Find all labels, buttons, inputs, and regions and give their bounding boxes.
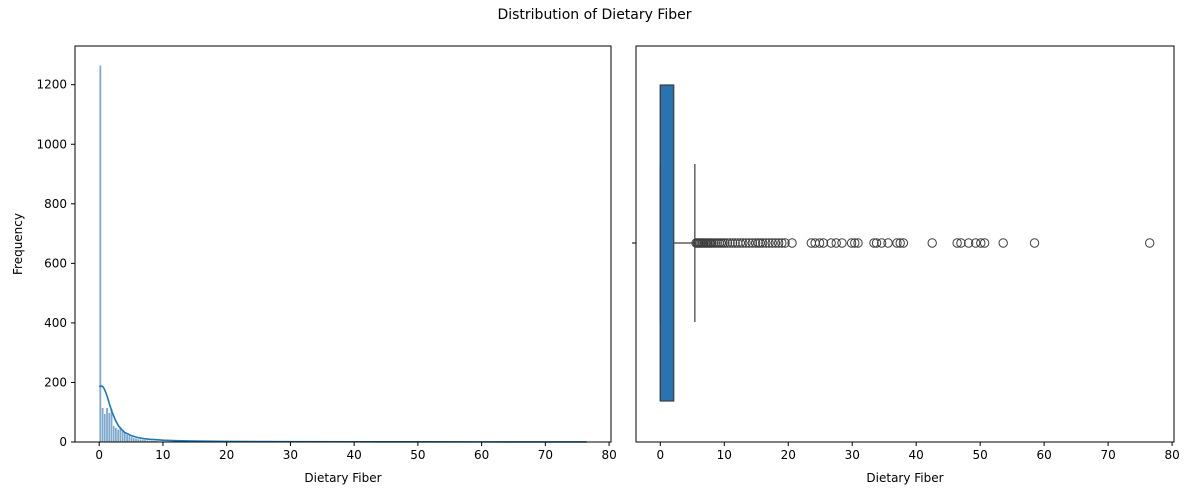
histogram-bar [106, 408, 108, 442]
x-tick-label: 70 [1100, 448, 1115, 462]
histogram-bar [124, 433, 126, 442]
figure-title: Distribution of Dietary Fiber [0, 7, 1189, 23]
histogram-x-label: Dietary Fiber [304, 471, 381, 485]
y-tick-label: 400 [44, 316, 67, 330]
x-tick-label: 20 [781, 448, 796, 462]
histogram-bar [130, 437, 132, 442]
y-tick-label: 600 [44, 256, 67, 270]
x-tick-label: 30 [845, 448, 860, 462]
histogram-axes-frame [75, 46, 611, 442]
x-tick-label: 20 [219, 448, 234, 462]
x-tick-label: 80 [601, 448, 616, 462]
boxplot-outliers [692, 239, 1154, 247]
boxplot-x-ticks: 0 10 20 30 40 50 60 70 80 [656, 442, 1179, 462]
y-tick-label: 1200 [36, 78, 67, 92]
x-tick-label: 80 [1164, 448, 1179, 462]
histogram-bar [113, 426, 115, 442]
y-tick-label: 1000 [36, 137, 67, 151]
x-tick-label: 40 [909, 448, 924, 462]
y-tick-label: 200 [44, 375, 67, 389]
boxplot-box [660, 85, 695, 401]
histogram-bar [117, 429, 119, 442]
outlier-point [999, 239, 1007, 247]
kde-line [99, 386, 587, 442]
x-tick-label: 0 [95, 448, 103, 462]
histogram-bar [122, 431, 124, 442]
x-tick-label: 60 [474, 448, 489, 462]
outlier-point [827, 239, 835, 247]
histogram-x-ticks: 0 10 20 30 40 50 60 70 80 [95, 442, 616, 462]
x-tick-label: 50 [410, 448, 425, 462]
x-tick-label: 50 [973, 448, 988, 462]
histogram-y-label: Frequency [11, 213, 25, 275]
y-tick-label: 0 [59, 435, 67, 449]
boxplot-panel: 0 10 20 30 40 50 60 70 80 Dietary Fiber [632, 46, 1180, 485]
histogram-bar [101, 408, 103, 442]
histogram-bar [135, 438, 137, 442]
x-tick-label: 0 [656, 448, 664, 462]
outlier-point [884, 239, 892, 247]
x-tick-label: 10 [155, 448, 170, 462]
histogram-bar [115, 428, 117, 442]
histogram-bar [104, 414, 106, 442]
boxplot-x-label: Dietary Fiber [866, 471, 943, 485]
histogram-bars [99, 65, 588, 442]
x-tick-label: 40 [347, 448, 362, 462]
histogram-y-ticks: 0 200 400 600 800 1000 1200 [36, 78, 75, 449]
iqr-box [660, 85, 673, 401]
outlier-point [1145, 239, 1153, 247]
outlier-point [928, 239, 936, 247]
outlier-point [1030, 239, 1038, 247]
histogram-bar [126, 435, 128, 442]
histogram-bar [128, 435, 130, 442]
x-tick-label: 70 [538, 448, 553, 462]
y-tick-label: 800 [44, 197, 67, 211]
x-tick-label: 60 [1036, 448, 1051, 462]
x-tick-label: 10 [717, 448, 732, 462]
x-tick-label: 30 [283, 448, 298, 462]
histogram-bar [133, 438, 135, 442]
histogram-bar [108, 413, 110, 442]
outlier-point [838, 239, 846, 247]
